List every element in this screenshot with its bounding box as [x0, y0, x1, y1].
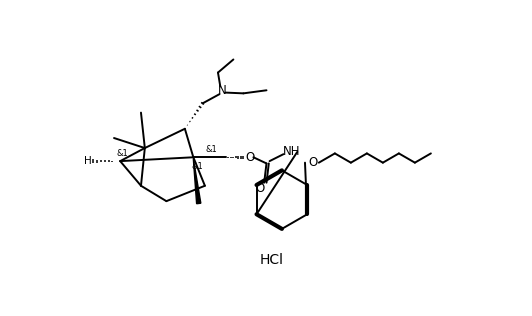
Text: O: O — [245, 151, 254, 164]
Text: &1: &1 — [117, 149, 128, 158]
Text: NH: NH — [282, 145, 300, 158]
Text: H: H — [84, 156, 92, 166]
Text: O: O — [308, 156, 317, 169]
Text: N: N — [218, 84, 226, 97]
Text: &1: &1 — [206, 145, 218, 154]
Text: O: O — [255, 182, 264, 195]
Polygon shape — [193, 159, 201, 204]
Text: &1: &1 — [192, 162, 203, 171]
Text: HCl: HCl — [260, 253, 284, 267]
